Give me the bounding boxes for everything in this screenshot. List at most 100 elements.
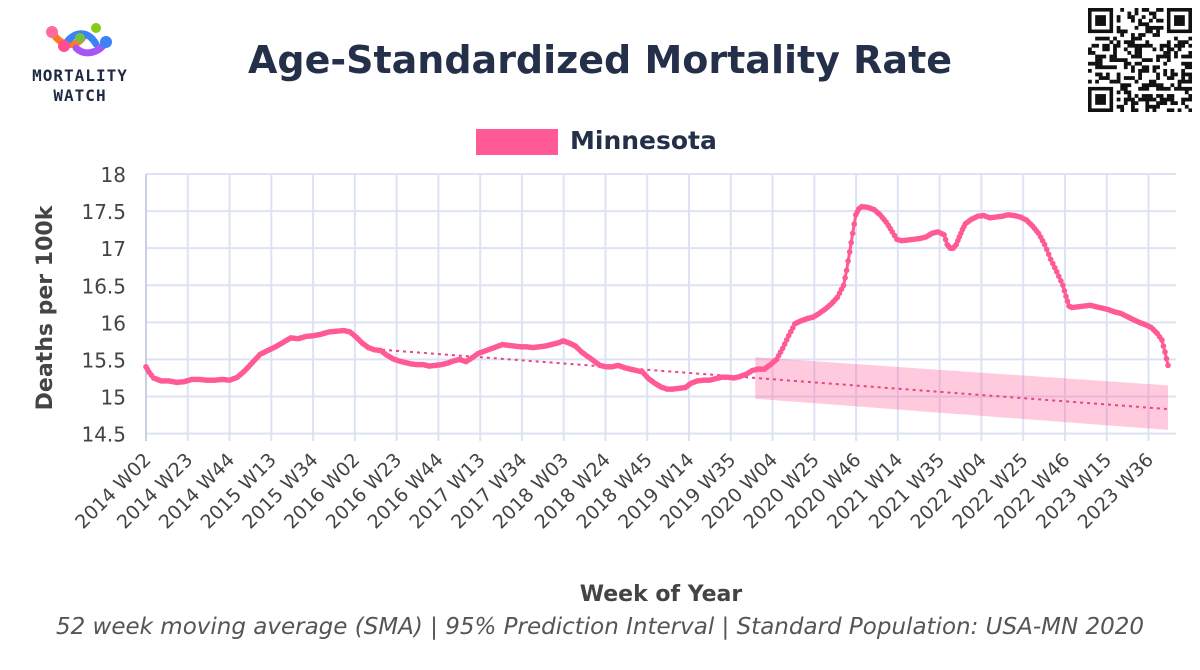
- series-point: [1162, 349, 1168, 355]
- qr-module: [1095, 79, 1099, 84]
- qr-module: [1138, 47, 1142, 52]
- qr-module: [1141, 8, 1146, 12]
- qr-module: [1163, 86, 1168, 91]
- trend-dotted-line: [382, 348, 1169, 411]
- qr-module: [1105, 72, 1110, 77]
- qr-module: [1188, 61, 1192, 66]
- qr-module: [1098, 61, 1103, 66]
- mortality-watch-logo: MORTALITY WATCH: [18, 18, 142, 108]
- qr-module: [1138, 51, 1142, 55]
- qr-module: [1181, 72, 1186, 77]
- qr-module: [1141, 22, 1146, 27]
- qr-module: [1138, 22, 1142, 27]
- qr-module: [1105, 65, 1110, 70]
- qr-module: [1120, 86, 1125, 91]
- qr-module: [1166, 40, 1171, 45]
- qr-module: [1156, 18, 1160, 23]
- qr-module: [1181, 76, 1186, 80]
- qr-module: [1120, 104, 1125, 109]
- qr-module: [1141, 83, 1146, 88]
- qr-module: [1127, 15, 1132, 19]
- qr-module: [1134, 36, 1139, 41]
- qr-module: [1166, 97, 1171, 102]
- qr-module: [1116, 43, 1121, 48]
- qr-module: [1123, 40, 1128, 45]
- qr-module: [1188, 72, 1192, 77]
- qr-module: [1134, 8, 1139, 12]
- series-point: [779, 345, 786, 352]
- qr-module: [1181, 54, 1186, 59]
- qr-module: [1127, 11, 1132, 16]
- qr-module: [1174, 101, 1178, 106]
- series-minnesota: [143, 203, 1171, 392]
- qr-module: [1131, 108, 1135, 112]
- qr-module: [1148, 94, 1153, 98]
- y-tick-label: 16: [101, 311, 126, 335]
- qr-module: [1159, 25, 1164, 30]
- qr-module: [1145, 22, 1150, 27]
- qr-module: [1184, 72, 1189, 77]
- qr-module: [1163, 61, 1168, 66]
- qr-module: [1156, 8, 1160, 12]
- qr-module: [1184, 54, 1189, 59]
- qr-module: [1170, 83, 1175, 88]
- qr-module: [1145, 40, 1150, 45]
- qr-module: [1131, 43, 1135, 48]
- qr-module: [1120, 29, 1125, 34]
- qr-module: [1095, 65, 1099, 70]
- qr-module: [1123, 65, 1128, 70]
- series-point: [783, 337, 790, 343]
- series-point: [1043, 246, 1050, 253]
- series-point: [1163, 355, 1170, 362]
- qr-finder-core: [1174, 15, 1185, 26]
- qr-module: [1131, 68, 1135, 73]
- qr-module: [1174, 86, 1178, 91]
- qr-module: [1134, 101, 1139, 106]
- qr-module: [1148, 83, 1153, 88]
- qr-module: [1098, 65, 1103, 70]
- qr-module: [1188, 51, 1192, 55]
- qr-module: [1131, 65, 1135, 70]
- series-point: [1061, 288, 1068, 294]
- qr-module: [1159, 86, 1164, 91]
- qr-module: [1166, 76, 1171, 80]
- qr-module: [1138, 97, 1142, 102]
- qr-module: [1188, 65, 1192, 70]
- qr-module: [1145, 97, 1150, 102]
- series-point: [1064, 298, 1071, 305]
- qr-module: [1098, 36, 1103, 41]
- qr-module: [1127, 97, 1132, 102]
- qr-module: [1152, 104, 1157, 109]
- qr-module: [1181, 79, 1186, 84]
- y-tick-label: 17.5: [81, 200, 126, 224]
- qr-module: [1113, 54, 1117, 59]
- qr-module: [1177, 108, 1182, 112]
- qr-module: [1127, 61, 1132, 66]
- qr-module: [1181, 43, 1186, 48]
- qr-module: [1188, 54, 1192, 59]
- series-point: [851, 221, 857, 227]
- y-tick-labels: 14.5 15 15.5 16 16.5 17 17.5 18: [81, 163, 126, 447]
- qr-module: [1148, 11, 1153, 16]
- qr-module: [1152, 25, 1157, 30]
- qr-module: [1170, 101, 1175, 106]
- qr-module: [1138, 72, 1142, 77]
- series-point: [1045, 251, 1052, 258]
- logo-text-line1: MORTALITY: [32, 66, 128, 85]
- qr-module: [1102, 54, 1107, 59]
- qr-module: [1188, 108, 1192, 112]
- qr-module: [1134, 51, 1139, 55]
- qr-module: [1181, 40, 1186, 45]
- qr-module: [1166, 94, 1171, 98]
- qr-module: [1156, 65, 1160, 70]
- qr-module: [1148, 18, 1153, 23]
- qr-module: [1138, 33, 1142, 37]
- qr-module: [1134, 54, 1139, 59]
- qr-module: [1177, 43, 1182, 48]
- qr-module: [1145, 94, 1150, 98]
- qr-module: [1134, 94, 1139, 98]
- qr-module: [1109, 79, 1114, 84]
- qr-module: [1141, 43, 1146, 48]
- qr-module: [1116, 79, 1121, 84]
